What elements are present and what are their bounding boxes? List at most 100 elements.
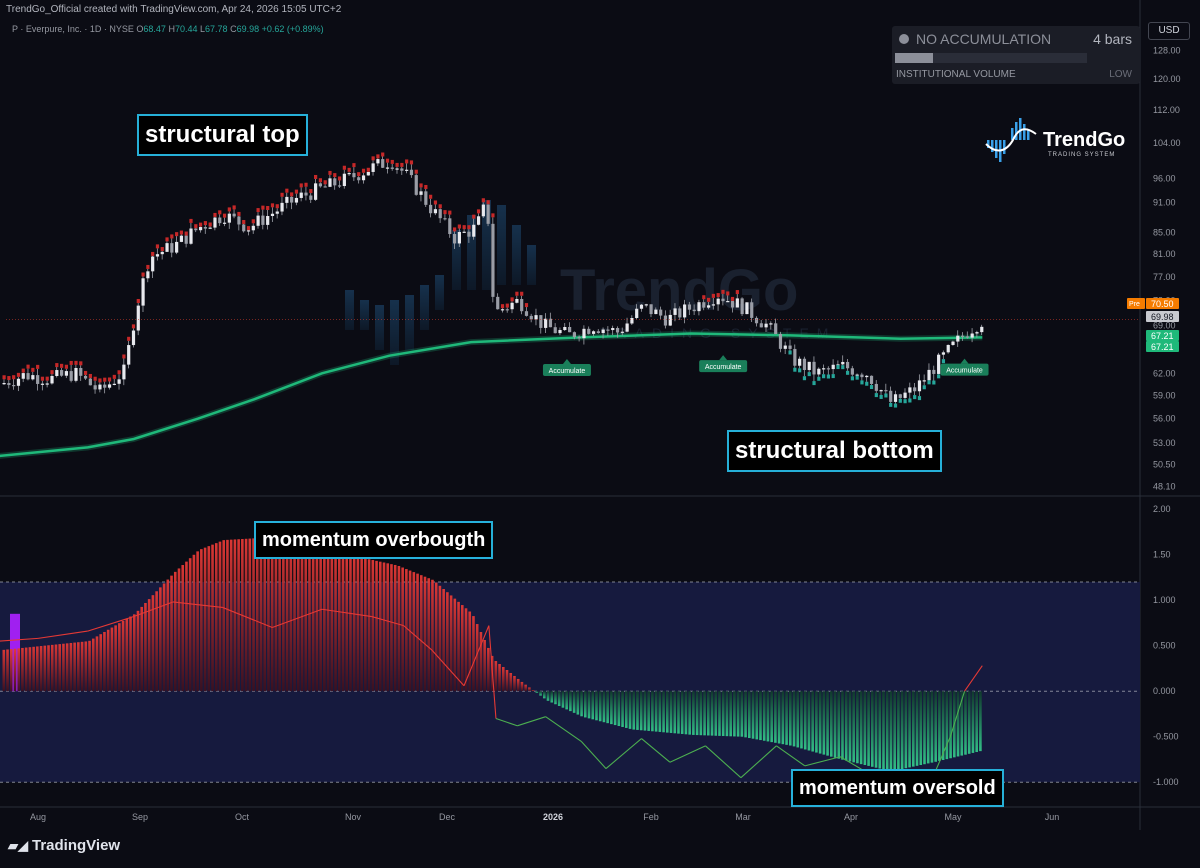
candle-body	[242, 224, 246, 232]
candle-top-signal	[702, 295, 706, 300]
candle-top-signal	[55, 363, 59, 368]
candle-body	[294, 197, 299, 203]
candle-body	[884, 390, 888, 392]
momentum-histogram-bar	[852, 691, 855, 763]
momentum-histogram-bar	[192, 554, 196, 692]
momentum-histogram-bar	[170, 575, 173, 692]
candle-top-signal	[155, 244, 160, 249]
price-tick-label: 69.00	[1153, 321, 1176, 331]
candle	[93, 376, 97, 394]
candle-body	[941, 352, 946, 355]
volume-level: LOW	[1109, 69, 1132, 80]
momentum-histogram-bar	[759, 691, 762, 741]
oscillator-line-segment	[403, 625, 433, 651]
momentum-histogram-bar	[624, 691, 628, 728]
momentum-histogram-bar	[684, 691, 688, 735]
momentum-histogram-bar	[632, 691, 636, 730]
candle-body	[40, 383, 45, 385]
momentum-histogram-bar	[785, 691, 788, 745]
candle	[841, 355, 845, 370]
candle-body	[117, 379, 121, 384]
oscillator-line-segment	[641, 738, 671, 763]
candle-bottom-signal	[889, 402, 893, 407]
time-tick-label: May	[944, 812, 962, 822]
candle-body	[874, 383, 878, 391]
candle-top-signal	[721, 289, 725, 294]
currency-button[interactable]: USD	[1148, 22, 1190, 40]
momentum-histogram-bar	[871, 691, 874, 767]
candle-body	[381, 159, 385, 168]
candle	[553, 323, 557, 334]
momentum-histogram-bar	[516, 678, 520, 692]
candle-body	[975, 332, 979, 334]
candle	[361, 168, 366, 184]
time-tick-label: Aug	[30, 812, 46, 822]
candle-body	[222, 222, 227, 224]
candle-top-signal	[347, 167, 351, 172]
candle-top-signal	[213, 212, 217, 217]
momentum-histogram-bar	[945, 691, 949, 760]
oscillator-line-segment	[37, 630, 88, 639]
candle	[524, 303, 529, 317]
momentum-histogram-bar	[308, 546, 311, 692]
momentum-tick-label: 1.50	[1153, 550, 1171, 560]
momentum-histogram-bar	[449, 595, 453, 692]
candle	[778, 331, 783, 353]
candle	[328, 170, 332, 188]
candle-top-signal	[481, 198, 485, 203]
momentum-histogram-bar	[431, 579, 434, 692]
momentum-histogram-bar	[214, 543, 218, 692]
candle-body	[36, 375, 40, 384]
momentum-histogram-bar	[900, 691, 904, 769]
candle-top-signal	[448, 210, 452, 215]
momentum-histogram-bar	[755, 691, 759, 740]
momentum-histogram-bar	[311, 546, 315, 692]
candle-top-signal	[309, 189, 313, 194]
time-tick-label: Dec	[439, 812, 456, 822]
candle	[208, 222, 212, 229]
candle-body	[357, 177, 361, 181]
candle	[452, 227, 457, 250]
candle	[812, 356, 816, 386]
momentum-histogram-bar	[967, 691, 971, 754]
momentum-histogram-bar	[110, 627, 114, 692]
oscillator-line-segment	[495, 717, 518, 727]
candle-top-signal	[40, 376, 45, 381]
candle	[232, 205, 236, 219]
momentum-histogram-bar	[535, 691, 539, 693]
watermark-bar	[435, 275, 444, 310]
candle	[55, 363, 59, 378]
candle	[175, 232, 179, 255]
momentum-histogram-bar	[233, 539, 237, 692]
momentum-histogram-bar	[293, 543, 296, 692]
candle-body	[333, 178, 337, 186]
candle	[893, 390, 898, 408]
candle	[630, 315, 634, 326]
watermark-bar	[345, 290, 354, 330]
momentum-histogram-bar	[934, 691, 937, 762]
momentum-histogram-bar	[144, 603, 147, 692]
candle-top-signal	[457, 224, 461, 229]
price-tick-label: 96.00	[1153, 174, 1176, 184]
candle-body	[122, 364, 126, 380]
candle-body	[778, 334, 783, 349]
symbol-title[interactable]: P · Everpure, Inc. · 1D · NYSE	[12, 24, 134, 34]
candle-body	[750, 302, 754, 318]
candle	[309, 189, 313, 203]
tradingview-logo[interactable]: ▰◢ TradingView	[8, 837, 120, 854]
candle	[60, 363, 64, 377]
momentum-histogram-bar	[669, 691, 673, 733]
candle-top-signal	[93, 376, 97, 381]
accumulate-label: Accumulate	[946, 368, 983, 375]
momentum-tick-label: 1.000	[1153, 595, 1176, 605]
candle-top-signal	[218, 210, 222, 215]
candle-top-signal	[184, 231, 188, 236]
candle-body	[237, 216, 241, 225]
candle-body	[563, 327, 567, 331]
tradingview-logo-text: TradingView	[32, 837, 121, 854]
momentum-histogram-bar	[472, 616, 475, 692]
watermark-bar	[360, 300, 369, 330]
momentum-histogram-bar	[528, 687, 531, 692]
candle	[730, 296, 735, 313]
candle-body	[520, 298, 524, 312]
